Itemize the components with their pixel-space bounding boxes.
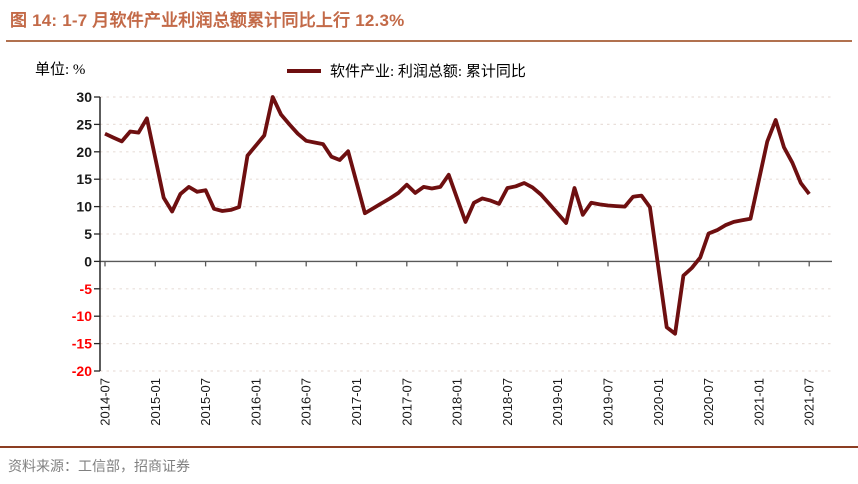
y-axis-label: -5 [80, 281, 93, 297]
y-axis-label: 5 [84, 226, 92, 242]
y-axis-label: 10 [76, 199, 92, 215]
y-axis-label: 25 [76, 116, 92, 132]
profit-yoy-line [104, 95, 811, 336]
y-axis-label: 30 [76, 89, 92, 105]
x-axis-label: 2020-07 [701, 378, 716, 426]
y-axis-label: 15 [76, 171, 92, 187]
x-axis-label: 2019-07 [601, 378, 616, 426]
source-text: 工信部，招商证券 [78, 460, 190, 475]
legend-line-swatch [287, 68, 321, 73]
x-axis-label: 2014-07 [98, 378, 113, 426]
legend-label: 软件产业: 利润总额: 累计同比 [330, 64, 526, 80]
x-axis-label: 2021-07 [802, 378, 817, 426]
title-divider [6, 40, 852, 42]
y-axis-unit-label: 单位: % [35, 62, 86, 78]
y-axis-label: 20 [76, 144, 92, 160]
x-axis-label: 2018-01 [450, 378, 465, 426]
x-axis-label: 2018-07 [500, 378, 515, 426]
x-axis-label: 2015-01 [148, 378, 163, 426]
footer-divider [0, 446, 858, 448]
source-note: 资料来源：工信部，招商证券 [8, 456, 190, 476]
figure-title: 图 14: 1-7 月软件产业利润总额累计同比上行 12.3% [10, 11, 405, 30]
y-axis-label: -10 [72, 308, 92, 324]
y-axis-label: 0 [84, 253, 92, 269]
x-axis-label: 2020-01 [651, 378, 666, 426]
x-axis-label: 2016-07 [299, 378, 314, 426]
x-axis-label: 2021-01 [751, 378, 766, 426]
x-axis-label: 2019-01 [550, 378, 565, 426]
x-axis-label: 2017-01 [349, 378, 364, 426]
y-axis-label: -20 [72, 363, 92, 379]
y-axis-label: -15 [72, 336, 92, 352]
x-axis-label: 2015-07 [198, 378, 213, 426]
x-axis-label: 2017-07 [399, 378, 414, 426]
source-prefix: 资料来源： [8, 460, 78, 475]
chart-legend: 软件产业: 利润总额: 累计同比 [287, 60, 526, 81]
x-axis-label: 2016-01 [248, 378, 263, 426]
